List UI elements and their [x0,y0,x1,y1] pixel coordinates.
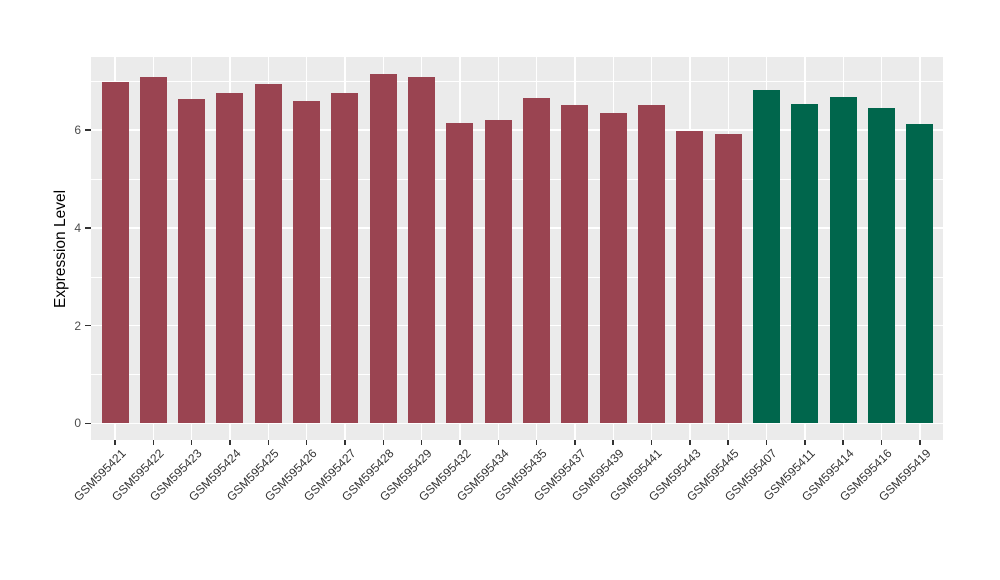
x-axis-tick-mark [420,440,423,445]
x-axis-tick-mark [190,440,193,445]
bar-GSM595441 [638,105,666,424]
x-axis-tick-mark [497,440,500,445]
x-axis-tick-mark [689,440,691,445]
y-axis-tick-mark [85,324,91,327]
x-axis-tick-mark [574,440,576,445]
y-tick-label: 6 [74,123,81,138]
bar-GSM595429 [408,77,436,424]
y-axis-title-text: Expression Level [52,189,70,308]
bar-GSM595422 [139,77,167,424]
bar-GSM595443 [676,131,704,424]
bar-GSM595435 [523,98,551,424]
bar-GSM595437 [561,105,589,424]
y-tick-label: 0 [74,416,81,431]
gridline-horizontal-minor [91,81,943,83]
x-axis-tick-mark [880,440,883,445]
gridline-horizontal-major [91,324,943,327]
x-axis-tick-mark [267,440,270,445]
x-axis-tick-mark [765,440,768,445]
bar-GSM595411 [791,103,819,424]
bar-GSM595428 [369,74,397,424]
bar-GSM595426 [293,101,321,424]
bar-GSM595414 [829,97,857,424]
gridline-horizontal-minor [91,276,943,278]
y-tick-label: 2 [74,318,81,333]
x-axis-tick-mark [382,440,385,445]
bar-GSM595445 [714,134,742,424]
bar-GSM595407 [753,89,781,424]
gridline-horizontal-major [91,422,943,425]
gridline-horizontal-major [91,129,943,131]
x-axis-tick-mark [727,440,730,445]
bar-GSM595425 [254,83,282,424]
bar-GSM595424 [216,93,244,424]
bar-GSM595419 [906,124,934,424]
y-axis-tick-mark [85,422,91,425]
bar-GSM595423 [178,99,206,424]
x-axis-tick-mark [535,440,538,445]
x-axis-tick-mark [919,440,921,445]
x-axis-tick-mark [305,440,308,445]
gridline-horizontal-minor [91,179,943,180]
x-axis-tick-mark [459,440,461,445]
x-axis-tick-mark [344,440,346,445]
x-axis-tick-mark [152,440,155,445]
y-axis-title: Expression Level [40,57,82,440]
bar-GSM595432 [446,122,474,424]
x-axis-tick-mark [842,440,845,445]
bar-GSM595439 [599,113,627,424]
x-axis-tick-mark [114,440,116,445]
x-axis-tick-mark [612,440,615,445]
bar-GSM595416 [868,108,896,424]
y-axis-tick-mark [85,129,91,131]
y-tick-label: 4 [74,220,81,235]
bar-GSM595434 [484,119,512,424]
y-axis-tick-mark [85,227,91,229]
bar-GSM595427 [331,93,359,424]
bar-GSM595421 [101,82,129,424]
x-axis-tick-mark [229,440,231,445]
plot-panel [91,57,943,440]
gridline-horizontal-minor [91,374,943,376]
x-axis-tick-mark [650,440,653,445]
gridline-horizontal-major [91,227,943,229]
x-axis-tick-mark [804,440,806,445]
